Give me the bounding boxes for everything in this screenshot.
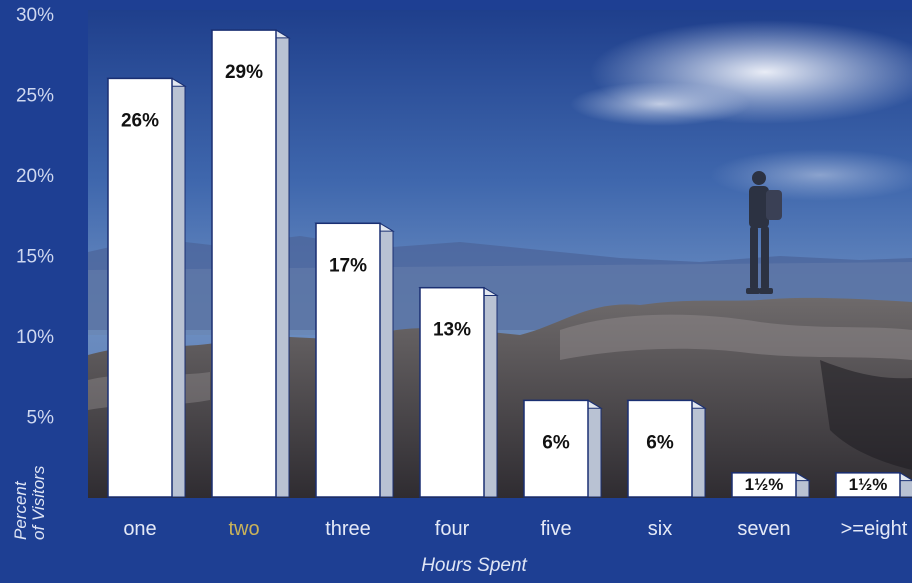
bar-value-label: 26% <box>121 110 159 131</box>
bar-value-label: 6% <box>646 432 674 453</box>
bar-value-label: 13% <box>433 320 471 341</box>
x-tick-label: four <box>435 518 470 540</box>
x-tick-label: five <box>540 518 571 540</box>
y-tick-label: 5% <box>27 408 55 429</box>
bar-group: 6% <box>626 399 707 498</box>
rock-shadow <box>820 360 912 470</box>
hiker-silhouette <box>746 171 782 294</box>
y-axis-title-line-2: of Visitors <box>29 465 48 540</box>
y-axis-title: Percent of Visitors <box>11 465 48 540</box>
bar-value-label: 1½% <box>849 475 888 494</box>
bar <box>731 472 797 498</box>
x-tick-label: six <box>648 518 672 540</box>
x-tick-label: seven <box>737 518 790 540</box>
y-axis-tick-labels: 5% 10% 15% 20% 25% 30% <box>16 5 54 429</box>
y-tick-label: 10% <box>16 327 54 348</box>
bar-side <box>275 29 290 498</box>
cloud <box>570 82 750 126</box>
x-axis-tick-labels: one two three four five six seven >=eight <box>123 518 907 540</box>
bars: 26% 29% 17% 13% 6% 6% 1½% 1½% <box>106 29 912 498</box>
bar-group: 26% <box>106 77 187 498</box>
x-tick-label: one <box>123 518 156 540</box>
bar-group: 13% <box>418 286 499 498</box>
bar <box>107 77 173 498</box>
mountain-photo-background <box>88 10 912 498</box>
y-tick-label: 15% <box>16 247 54 268</box>
bar <box>523 399 589 498</box>
y-axis-title-line-1: Percent <box>11 480 30 540</box>
bar-group: 6% <box>522 399 603 498</box>
bar-value-label: 29% <box>225 62 263 83</box>
bar-value-label: 17% <box>329 255 367 276</box>
bar-group: 1½% <box>834 471 912 498</box>
bar-side <box>587 399 602 498</box>
bar-value-label: 1½% <box>745 475 784 494</box>
bar-group: 29% <box>210 29 291 498</box>
bar <box>211 29 277 498</box>
bar <box>627 399 693 498</box>
bar-side <box>379 222 394 498</box>
bar <box>835 472 901 498</box>
bar-value-label: 6% <box>542 432 570 453</box>
y-tick-label: 20% <box>16 166 54 187</box>
y-tick-label: 25% <box>16 86 54 107</box>
bar-group: 1½% <box>730 471 811 498</box>
x-tick-label: three <box>325 518 371 540</box>
x-axis-title: Hours Spent <box>421 555 527 576</box>
bar <box>419 286 485 498</box>
bar <box>315 222 381 498</box>
x-tick-label: >=eight <box>841 518 908 540</box>
x-tick-label: two <box>228 518 259 540</box>
bar-side <box>483 286 498 498</box>
bar-group: 17% <box>314 222 395 498</box>
bar-side <box>171 77 186 498</box>
bar-side <box>691 399 706 498</box>
rock-highlight <box>560 314 912 360</box>
y-tick-label: 30% <box>16 5 54 26</box>
